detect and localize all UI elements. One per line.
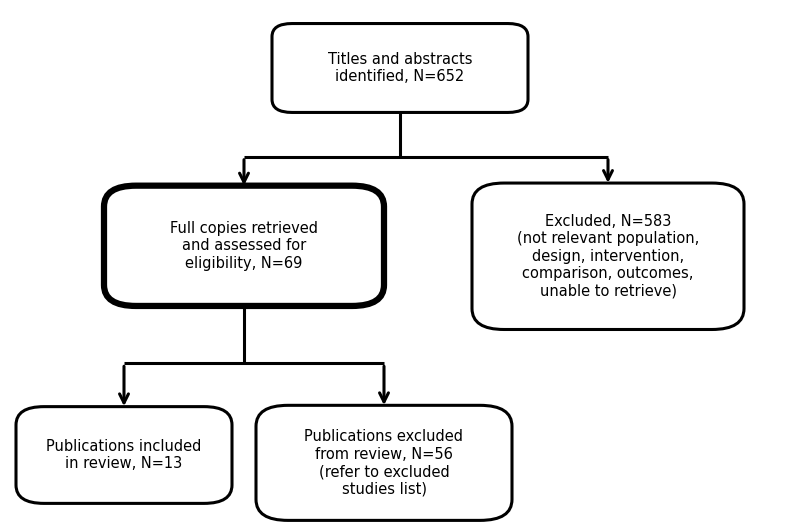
FancyBboxPatch shape	[16, 407, 232, 503]
FancyBboxPatch shape	[104, 186, 384, 306]
FancyBboxPatch shape	[472, 183, 744, 329]
FancyBboxPatch shape	[256, 405, 512, 520]
FancyBboxPatch shape	[272, 24, 528, 112]
Text: Publications excluded
from review, N=56
(refer to excluded
studies list): Publications excluded from review, N=56 …	[305, 429, 463, 496]
Text: Titles and abstracts
identified, N=652: Titles and abstracts identified, N=652	[328, 52, 472, 84]
Text: Full copies retrieved
and assessed for
eligibility, N=69: Full copies retrieved and assessed for e…	[170, 221, 318, 271]
Text: Excluded, N=583
(not relevant population,
design, intervention,
comparison, outc: Excluded, N=583 (not relevant population…	[517, 214, 699, 299]
Text: Publications included
in review, N=13: Publications included in review, N=13	[46, 439, 202, 471]
